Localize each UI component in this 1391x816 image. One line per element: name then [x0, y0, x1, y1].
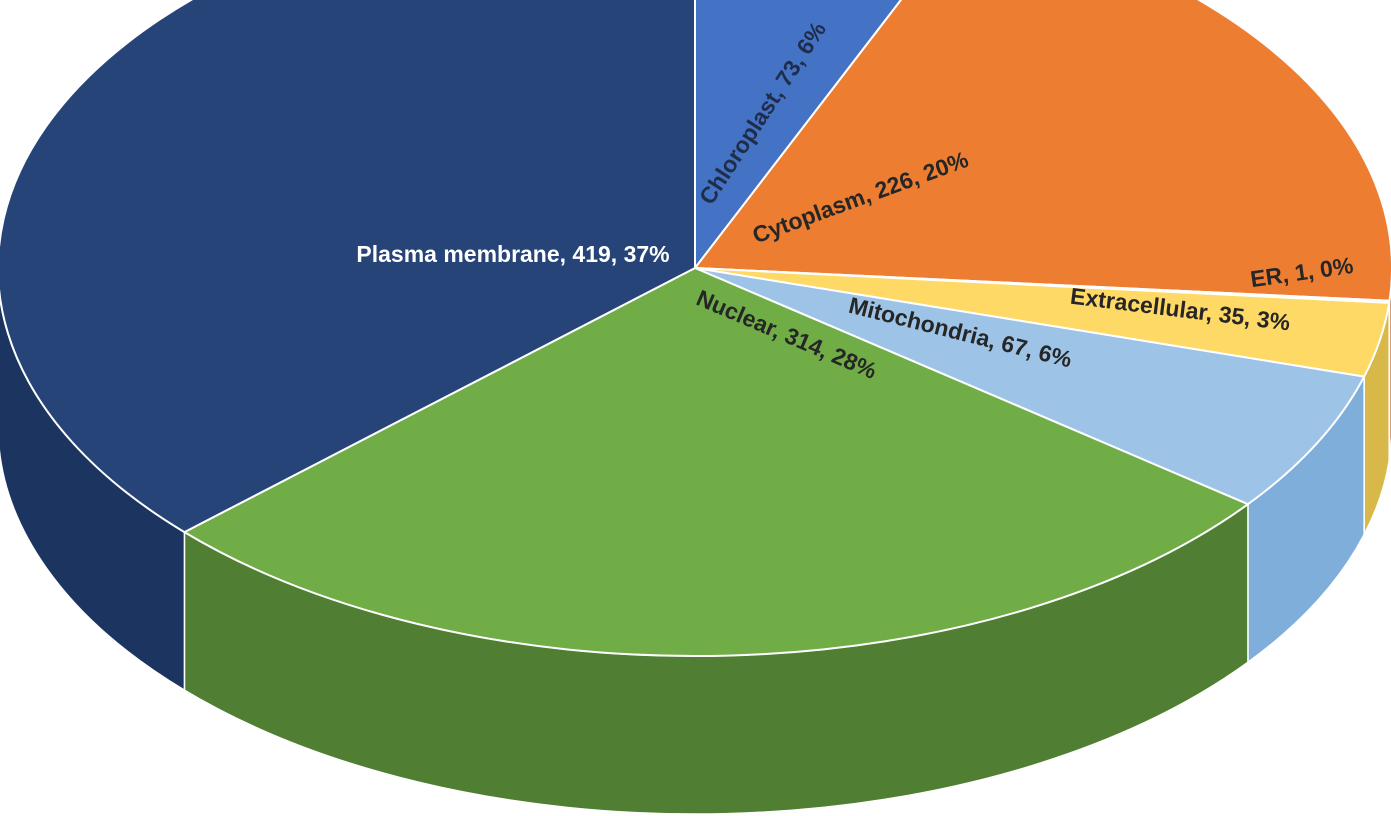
- data-label-plasma-membrane: Plasma membrane, 419, 37%: [356, 241, 669, 267]
- pie-slice-plasma-membrane: [0, 0, 696, 534]
- pie-top-faces: [0, 0, 1391, 657]
- pie-slice-nuclear: [183, 267, 1249, 657]
- pie-slice-cytoplasm: [694, 0, 1391, 302]
- pie-slice-mitochondria: [694, 267, 1366, 506]
